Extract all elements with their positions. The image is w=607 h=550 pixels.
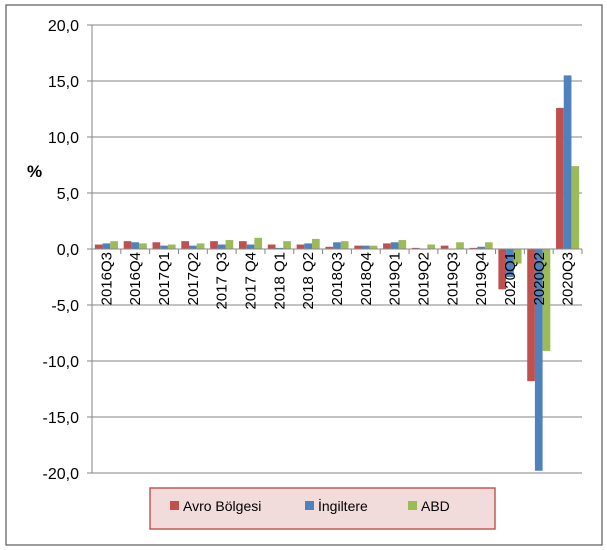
x-tick-label: 2018 Q1 — [271, 252, 288, 310]
legend-items: Avro Bölgesi İngiltere ABD — [170, 497, 450, 514]
legend-swatch — [170, 501, 179, 510]
legend: Avro Bölgesi İngiltere ABD — [149, 487, 496, 530]
y-tick-label: 10,0 — [48, 130, 79, 147]
bar — [354, 245, 362, 249]
bar — [456, 242, 464, 249]
bar — [398, 240, 407, 249]
bar — [167, 244, 176, 249]
legend-label: Avro Bölgesi — [183, 498, 261, 514]
bar — [411, 247, 420, 249]
x-tick-label: 2020Q1 — [502, 252, 519, 305]
x-tick-label: 2016Q3 — [98, 252, 115, 305]
bar — [246, 244, 255, 249]
grid-layer — [92, 24, 582, 474]
bar — [210, 241, 218, 249]
bar — [484, 242, 493, 249]
bar — [534, 249, 543, 471]
bar — [94, 244, 103, 249]
bar — [304, 243, 313, 249]
bar — [238, 241, 247, 249]
bar — [390, 242, 399, 249]
bar — [542, 249, 551, 351]
bar — [225, 240, 234, 249]
bar — [361, 245, 370, 249]
bar — [563, 75, 572, 250]
y-tick-label: -15,0 — [43, 410, 80, 427]
bar — [283, 241, 291, 249]
legend-swatch — [408, 501, 417, 510]
bar — [296, 244, 305, 249]
bar — [513, 249, 522, 264]
bar — [217, 244, 226, 249]
bar — [312, 238, 320, 249]
bar — [556, 107, 564, 249]
bar — [340, 241, 349, 249]
bar — [196, 243, 205, 249]
bar — [102, 243, 111, 249]
x-tick-label: 2017Q1 — [156, 252, 173, 305]
bar — [152, 242, 161, 249]
bar — [254, 237, 263, 249]
x-tick-label: 2020Q2 — [531, 252, 548, 305]
x-tick-label: 2018 Q2 — [300, 252, 317, 310]
bar — [325, 246, 334, 249]
bar — [131, 242, 140, 249]
bar — [571, 166, 580, 249]
x-tick-label: 2016Q4 — [127, 252, 144, 305]
y-tick-label: -5,0 — [51, 298, 79, 315]
x-tick-label: 2020Q3 — [560, 252, 577, 305]
x-tick-label: 2017 Q3 — [214, 252, 231, 310]
bar — [333, 242, 341, 249]
legend-label: ABD — [421, 498, 450, 514]
bar — [527, 249, 535, 382]
bar — [123, 241, 132, 249]
bar — [477, 246, 485, 249]
x-tick-label: 2019Q3 — [444, 252, 461, 305]
bar — [181, 241, 190, 249]
bar — [427, 244, 436, 249]
bar — [110, 241, 118, 249]
bar — [160, 245, 168, 249]
x-tick-label: 2017 Q4 — [243, 252, 260, 310]
x-tick-label: 2017Q2 — [185, 252, 202, 305]
legend-box — [149, 487, 496, 530]
bar — [506, 249, 514, 277]
legend-swatch — [305, 501, 314, 510]
bar — [275, 247, 284, 249]
y-tick-label: -10,0 — [43, 354, 80, 371]
bar — [383, 243, 391, 249]
bar — [369, 245, 378, 249]
x-tick-label: 2019Q2 — [415, 252, 432, 305]
category-labels: 2016Q3 2016Q4 2017Q1 2017Q2 2017 Q3 2017 Q4 20… — [98, 252, 576, 310]
x-tick-label: 2019Q1 — [387, 252, 404, 305]
y-tick-label: -20,0 — [43, 466, 80, 483]
y-tick-label: 0,0 — [57, 242, 79, 259]
x-tick-label: 2019Q4 — [473, 252, 490, 305]
x-tick-label: 2018Q4 — [358, 252, 375, 305]
bar — [189, 245, 197, 249]
bar-layer — [94, 75, 580, 471]
bar — [498, 249, 507, 290]
axis-layer: 20,0 15,0 10,0 5,0 0,0 -5,0 -10,0 -15,0 -20,0 — [43, 18, 583, 483]
bar — [139, 243, 147, 249]
y-axis-label: % — [27, 162, 42, 181]
y-tick-label: 20,0 — [48, 18, 79, 35]
bar — [440, 245, 449, 249]
bar — [469, 247, 478, 249]
legend-label: İngiltere — [318, 497, 368, 514]
y-tick-label: 5,0 — [57, 186, 79, 203]
y-tick-label: 15,0 — [48, 74, 79, 91]
x-tick-label: 2018Q3 — [329, 252, 346, 305]
bar — [267, 244, 276, 249]
